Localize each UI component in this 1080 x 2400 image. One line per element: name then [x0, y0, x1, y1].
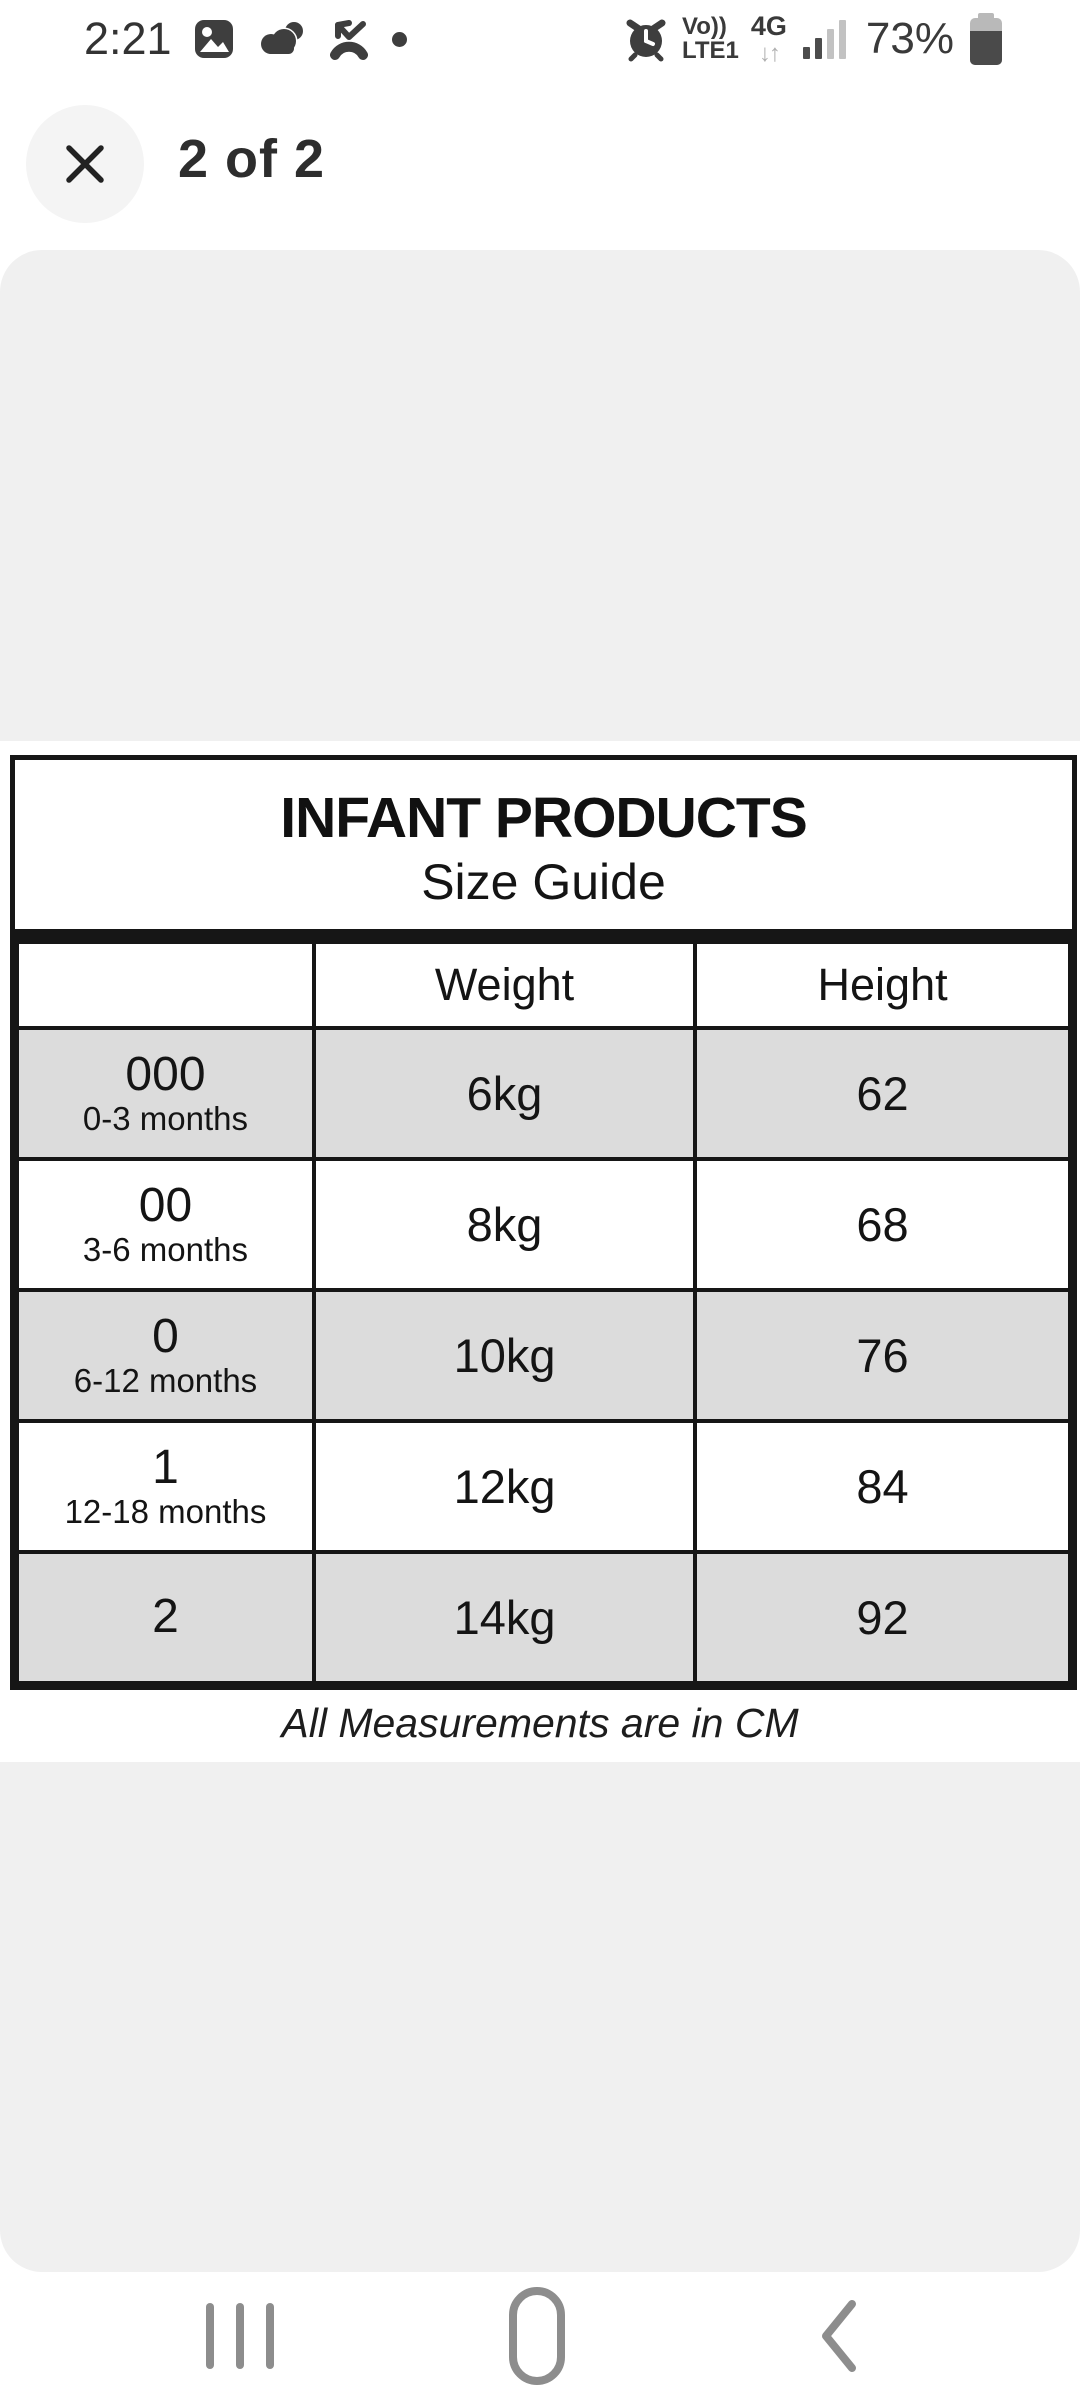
- photo-notification-icon: [194, 20, 233, 58]
- recents-icon: [206, 2303, 274, 2369]
- clock-time: 2:21: [84, 13, 172, 64]
- back-icon: [822, 2300, 856, 2372]
- measurements-note: All Measurements are in CM: [281, 1700, 799, 1747]
- back-button[interactable]: [768, 2272, 908, 2400]
- data-activity-arrows-icon: ↓↑: [758, 39, 781, 67]
- status-bar-right: Vo)) LTE1 4G ↓↑ 73%: [622, 10, 1002, 67]
- height-value: 92: [693, 1550, 1072, 1686]
- weight-value: 14kg: [311, 1550, 698, 1686]
- image-viewer-background: INFANT PRODUCTS Size Guide Weight Height…: [0, 250, 1080, 2272]
- age-label: 6-12 months: [73, 1362, 258, 1400]
- android-navigation-bar: [0, 2272, 1080, 2400]
- col-header-size: [15, 940, 316, 1031]
- status-bar: 2:21: [0, 0, 1080, 72]
- table-title: INFANT PRODUCTS: [280, 786, 808, 850]
- size-label: 0: [152, 1310, 179, 1364]
- weight-value: 10kg: [311, 1288, 698, 1424]
- size-guide-image[interactable]: INFANT PRODUCTS Size Guide Weight Height…: [0, 741, 1080, 1762]
- age-label: 0-3 months: [82, 1100, 249, 1138]
- battery-icon: [970, 13, 1002, 65]
- table-row: 1 12-18 months 12kg 84: [15, 1419, 1072, 1555]
- size-label: 000: [125, 1048, 206, 1102]
- height-value: 76: [693, 1288, 1072, 1424]
- height-value: 84: [693, 1419, 1072, 1555]
- col-header-height: Height: [693, 940, 1072, 1031]
- weight-value: 12kg: [311, 1419, 698, 1555]
- size-label: 2: [152, 1590, 179, 1644]
- size-label: 1: [152, 1441, 179, 1495]
- alarm-icon: [626, 19, 666, 62]
- table-row: 0 6-12 months 10kg 76: [15, 1288, 1072, 1424]
- volte-bottom-label: LTE1: [681, 37, 739, 64]
- home-icon: [509, 2287, 565, 2385]
- weight-value: 6kg: [311, 1026, 698, 1162]
- table-row: 00 3-6 months 8kg 68: [15, 1157, 1072, 1293]
- network-type-label: 4G: [750, 10, 787, 41]
- age-label: 3-6 months: [82, 1231, 249, 1269]
- missed-call-icon: [329, 20, 368, 60]
- table-subtitle: Size Guide: [421, 853, 666, 910]
- volte-top-label: Vo)): [681, 13, 727, 40]
- size-label: 00: [138, 1179, 193, 1233]
- recents-button[interactable]: [170, 2272, 310, 2400]
- table-header-row: Weight Height: [15, 940, 1072, 1031]
- close-icon: [66, 145, 104, 183]
- table-row: 2 14kg 92: [15, 1550, 1072, 1686]
- image-counter: 2 of 2: [178, 129, 326, 189]
- weight-value: 8kg: [311, 1157, 698, 1293]
- network-type-indicator: 4G ↓↑: [750, 10, 787, 67]
- height-value: 62: [693, 1026, 1072, 1162]
- home-button[interactable]: [467, 2272, 607, 2400]
- battery-percent: 73%: [865, 14, 954, 63]
- age-label: 12-18 months: [64, 1493, 267, 1531]
- status-bar-left: 2:21: [84, 13, 407, 65]
- volte-indicator: Vo)) LTE1: [682, 15, 739, 63]
- table-row: 000 0-3 months 6kg 62: [15, 1026, 1072, 1162]
- col-header-weight: Weight: [311, 940, 698, 1031]
- table-title-block: INFANT PRODUCTS Size Guide: [15, 760, 1072, 941]
- size-guide-table: INFANT PRODUCTS Size Guide Weight Height…: [10, 755, 1077, 1691]
- signal-strength-icon: [802, 19, 846, 59]
- close-button[interactable]: [26, 105, 144, 223]
- image-viewer-header: 2 of 2: [0, 72, 1080, 250]
- height-value: 68: [693, 1157, 1072, 1293]
- weather-cloud-icon: [259, 22, 303, 56]
- more-notifications-dot: [391, 31, 407, 47]
